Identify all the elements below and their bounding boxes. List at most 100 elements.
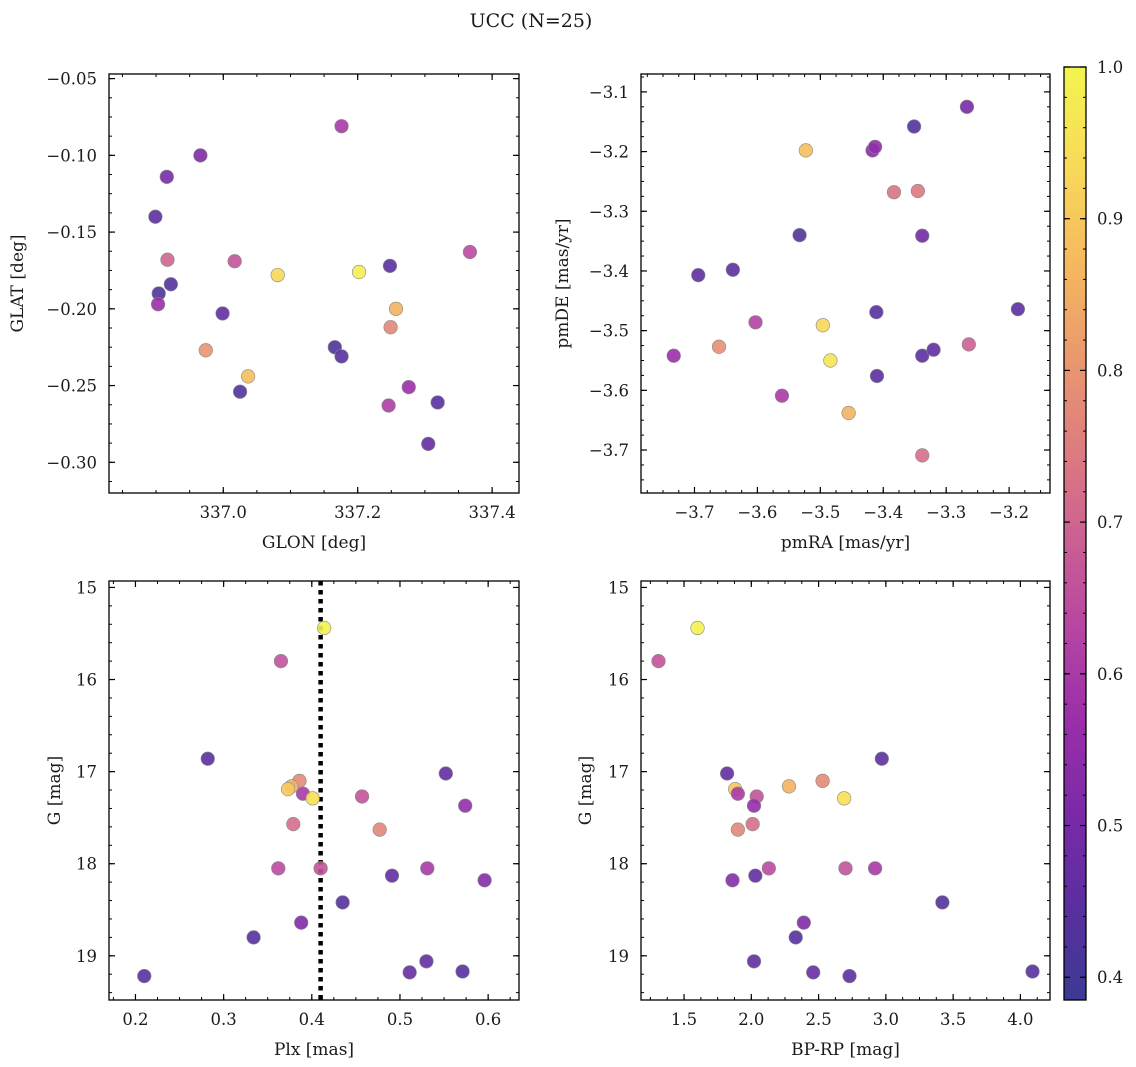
scatter-point <box>915 228 930 243</box>
scatter-point <box>886 185 902 200</box>
y-tick-label: −3.2 <box>589 143 629 162</box>
scatter-point <box>372 822 387 837</box>
y-tick-label: 19 <box>76 947 97 966</box>
x-tick-label: 337.4 <box>468 503 515 522</box>
scatter-point <box>730 786 745 801</box>
colorbar-tick-label: 0.5 <box>1097 817 1123 836</box>
x-tick-label: −3.7 <box>674 503 714 522</box>
scatter-point <box>198 343 213 358</box>
scatter-point <box>788 930 803 945</box>
x-axis-label: BP-RP [mag] <box>791 1040 900 1060</box>
x-tick-label: 4.0 <box>1007 1010 1033 1029</box>
x-tick-label: 2.0 <box>738 1010 764 1029</box>
scatter-point <box>806 965 821 980</box>
scatter-point <box>837 791 852 806</box>
scatter-point <box>867 861 883 876</box>
scatter-point <box>382 258 398 273</box>
scatter-point <box>691 268 706 283</box>
scatter-point <box>926 342 941 357</box>
scatter-point <box>334 349 349 364</box>
scatter-point <box>420 861 435 876</box>
scatter-point <box>388 301 404 316</box>
y-axis-label: G [mag] <box>45 756 65 825</box>
y-tick-label: −0.15 <box>46 223 97 242</box>
x-ticks-layer: 0.2 0.3 0.4 0.5 0.6 <box>112 581 511 1029</box>
scatter-point <box>430 395 445 410</box>
colorbar-gradient <box>1064 67 1086 1000</box>
scatter-point <box>455 964 470 979</box>
scatter-point <box>666 348 681 363</box>
scatter-point <box>815 773 830 788</box>
x-tick-label: −3.5 <box>800 503 840 522</box>
scatter-point <box>438 766 453 781</box>
scatter-point <box>351 264 367 280</box>
scatter-point <box>477 873 492 888</box>
scatter-point <box>402 965 417 980</box>
x-ticks-layer: 1.5 2.0 2.5 3.0 3.5 4.0 <box>649 581 1038 1029</box>
x-tick-label: 3.0 <box>873 1010 899 1029</box>
points-layer <box>666 99 1026 463</box>
y-ticks-layer: 15 16 17 18 19 <box>76 578 519 994</box>
x-tick-label: −3.2 <box>989 503 1029 522</box>
scatter-point <box>842 968 857 984</box>
scatter-point <box>915 348 930 363</box>
scatter-point <box>354 789 370 804</box>
scatter-point <box>334 119 349 134</box>
scatter-point <box>150 297 166 312</box>
colorbar-tick-label: 0.4 <box>1097 968 1123 987</box>
scatter-point <box>232 384 248 399</box>
colorbar-tick-label: 0.9 <box>1097 210 1123 229</box>
points-layer <box>137 620 492 984</box>
scatter-point <box>746 798 762 813</box>
figure-title: UCC (N=25) <box>470 10 593 32</box>
scatter-point <box>725 262 740 277</box>
scatter-point <box>915 448 930 463</box>
scatter-point <box>383 320 398 335</box>
scatter-point <box>421 436 436 451</box>
y-axis-label: GLAT [deg] <box>8 234 28 332</box>
panel-frame <box>108 580 520 1001</box>
scatter-point <box>137 968 152 984</box>
y-tick-label: −3.4 <box>589 262 629 281</box>
scatter-point <box>1025 964 1040 979</box>
scatter-point <box>874 751 889 766</box>
scatter-point <box>270 267 285 283</box>
x-tick-label: 2.5 <box>805 1010 831 1029</box>
scatter-point <box>961 337 976 352</box>
scatter-point <box>869 368 885 384</box>
scatter-point <box>725 873 740 888</box>
y-tick-label: 18 <box>608 855 629 874</box>
y-tick-label: −3.5 <box>589 322 629 341</box>
scatter-point <box>246 930 261 945</box>
scatter-point <box>869 305 884 320</box>
y-tick-label: 16 <box>76 671 97 690</box>
y-tick-label: 17 <box>608 763 629 782</box>
y-tick-label: −0.20 <box>46 300 97 319</box>
scatter-point <box>959 99 975 114</box>
scatter-point <box>381 398 396 413</box>
y-ticks-layer: 15 16 17 18 19 <box>608 578 1050 994</box>
y-tick-label: −0.30 <box>46 453 97 472</box>
colorbar-tick-label: 1.0 <box>1097 58 1123 77</box>
y-tick-label: 17 <box>76 763 97 782</box>
x-tick-label: 1.5 <box>671 1010 697 1029</box>
scatter-point <box>745 817 760 832</box>
scatter-point <box>163 277 178 292</box>
scatter-point <box>651 654 666 669</box>
colorbar-ticks-layer: 0.4 0.5 0.6 0.7 0.8 0.9 1.0 <box>1064 58 1123 987</box>
scatter-point <box>273 654 289 669</box>
scatter-point <box>823 353 838 368</box>
scatter-point <box>271 861 286 876</box>
scatter-point <box>720 766 735 781</box>
scatter-point <box>798 143 813 158</box>
scatter-point <box>838 861 853 876</box>
x-tick-label: 3.5 <box>940 1010 966 1029</box>
scatter-point <box>401 379 416 395</box>
scatter-point <box>748 868 763 883</box>
scatter-point <box>159 169 174 184</box>
scatter-point <box>910 183 925 199</box>
y-tick-label: −3.3 <box>589 202 629 221</box>
scatter-point <box>781 779 797 794</box>
scatter-point <box>294 915 309 930</box>
